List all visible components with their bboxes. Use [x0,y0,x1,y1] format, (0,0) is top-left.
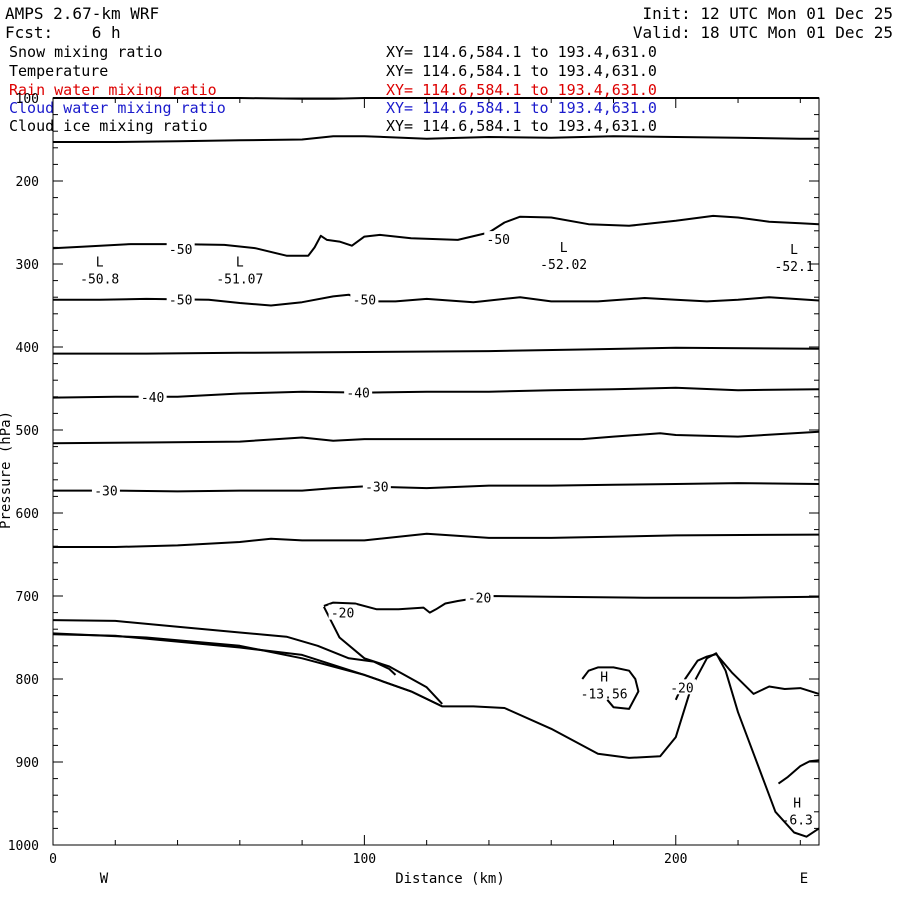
contour-line-6 [52,386,820,399]
extremum-value: -52.02 [540,258,587,273]
variable-xy: XY= 114.6,584.1 to 193.4,631.0 [386,117,657,135]
contour-line-8 [53,482,820,493]
contour-labels: -50 -50 -50 -50 -40 -40 -30 -30 -20 -20 -20 L -50.8 L… [80,231,814,828]
y-axis-label: Pressure (hPa) [0,411,14,529]
contour-label-bg [362,478,391,494]
variable-xy: XY= 114.6,584.1 to 193.4,631.0 [386,81,657,99]
x-tick-label: 200 [664,852,687,867]
contour-line-9 [53,532,820,548]
y-tick-label: 900 [16,756,39,771]
extremum-marker: H [600,670,608,685]
y-tick-label: 100 [16,92,39,107]
variable-name: Rain water mixing ratio [9,81,217,99]
model-title: AMPS 2.67-km WRF [5,4,159,23]
contour-line-16 [674,653,820,701]
contour-label-bg [350,291,379,307]
variable-xy: XY= 114.6,584.1 to 193.4,631.0 [386,99,657,117]
y-tick-label: 1000 [8,839,39,854]
contour-label: -30 [94,485,117,500]
variable-xy: XY= 114.6,584.1 to 193.4,631.0 [386,62,657,80]
contour-label-bg [484,231,513,247]
extremum-value: -51.07 [216,272,263,287]
contour-label: -20 [331,607,354,622]
contour-label: -40 [141,391,164,406]
extremum-marker: L [236,255,244,270]
contour-line-2 [53,135,819,143]
y-tick-label: 700 [16,590,39,605]
x-tick-label: 100 [353,852,376,867]
extremum-value: -13.56 [581,687,628,702]
contour-line-12 [52,619,397,676]
forecast-hour: Fcst: 6 h [5,23,121,42]
extremum-value: -6.3 [782,813,813,828]
valid-time: Valid: 18 UTC Mon 01 Dec 25 [633,23,893,42]
contour-label: -50 [353,294,376,309]
y-tick-label: 600 [16,507,39,522]
contour-label-bg [166,241,195,257]
contour-label: -40 [346,387,369,402]
contour-line-3 [52,214,820,257]
y-tick-label: 200 [16,175,39,190]
variable-legend: Snow mixing ratio XY= 114.6,584.1 to 193… [9,43,657,135]
contour-label: -30 [365,480,388,495]
extremum-marker: L [96,255,104,270]
contour-label: -50 [487,233,510,248]
extremum-marker: L [560,241,568,256]
direction-west: W [100,871,109,887]
extremum-value: -52.1 [775,260,814,275]
variable-name: Cloud water mixing ratio [9,99,226,117]
y-tick-label: 500 [16,424,39,439]
variable-name: Temperature [9,62,108,80]
contour-label-bg [91,482,120,498]
contour-label-bg [667,679,696,695]
contour-line-5 [53,346,820,355]
contour-label: -20 [468,592,491,607]
y-tick-label: 300 [16,258,39,273]
extremum-value: -50.8 [80,272,119,287]
contour-label-bg [138,388,167,404]
y-tick-label: 800 [16,673,39,688]
contour-line-1 [53,97,819,100]
contour-line-17 [777,759,820,785]
contour-line-7 [52,430,820,445]
init-time: Init: 12 UTC Mon 01 Dec 25 [643,4,893,23]
contour-label: -50 [169,243,192,258]
variable-name: Snow mixing ratio [9,43,163,61]
contour-label-bg [328,604,357,620]
contour-label-bg [465,589,494,605]
variable-xy: XY= 114.6,584.1 to 193.4,631.0 [386,43,657,61]
direction-east: E [800,871,808,887]
y-tick-label: 400 [16,341,39,356]
x-axis-label: Distance (km) [395,871,505,887]
contour-lines [52,97,820,838]
contour-line-4 [53,293,820,307]
variable-name: Cloud ice mixing ratio [9,117,208,135]
contour-line-14 [52,633,820,838]
contour-line-15 [581,666,640,710]
contour-label-bg [166,291,195,307]
extremum-marker: H [793,796,801,811]
contour-line-10 [323,595,820,614]
x-tick-label: 0 [49,852,57,867]
contour-label-bg [344,384,373,400]
contour-label: -50 [169,294,192,309]
extremum-marker: L [790,243,798,258]
axis-ticks: 100 200 300 400 500 600 700 800 900 1000 0 100 200 [8,92,819,867]
contour-label: -20 [670,681,693,696]
